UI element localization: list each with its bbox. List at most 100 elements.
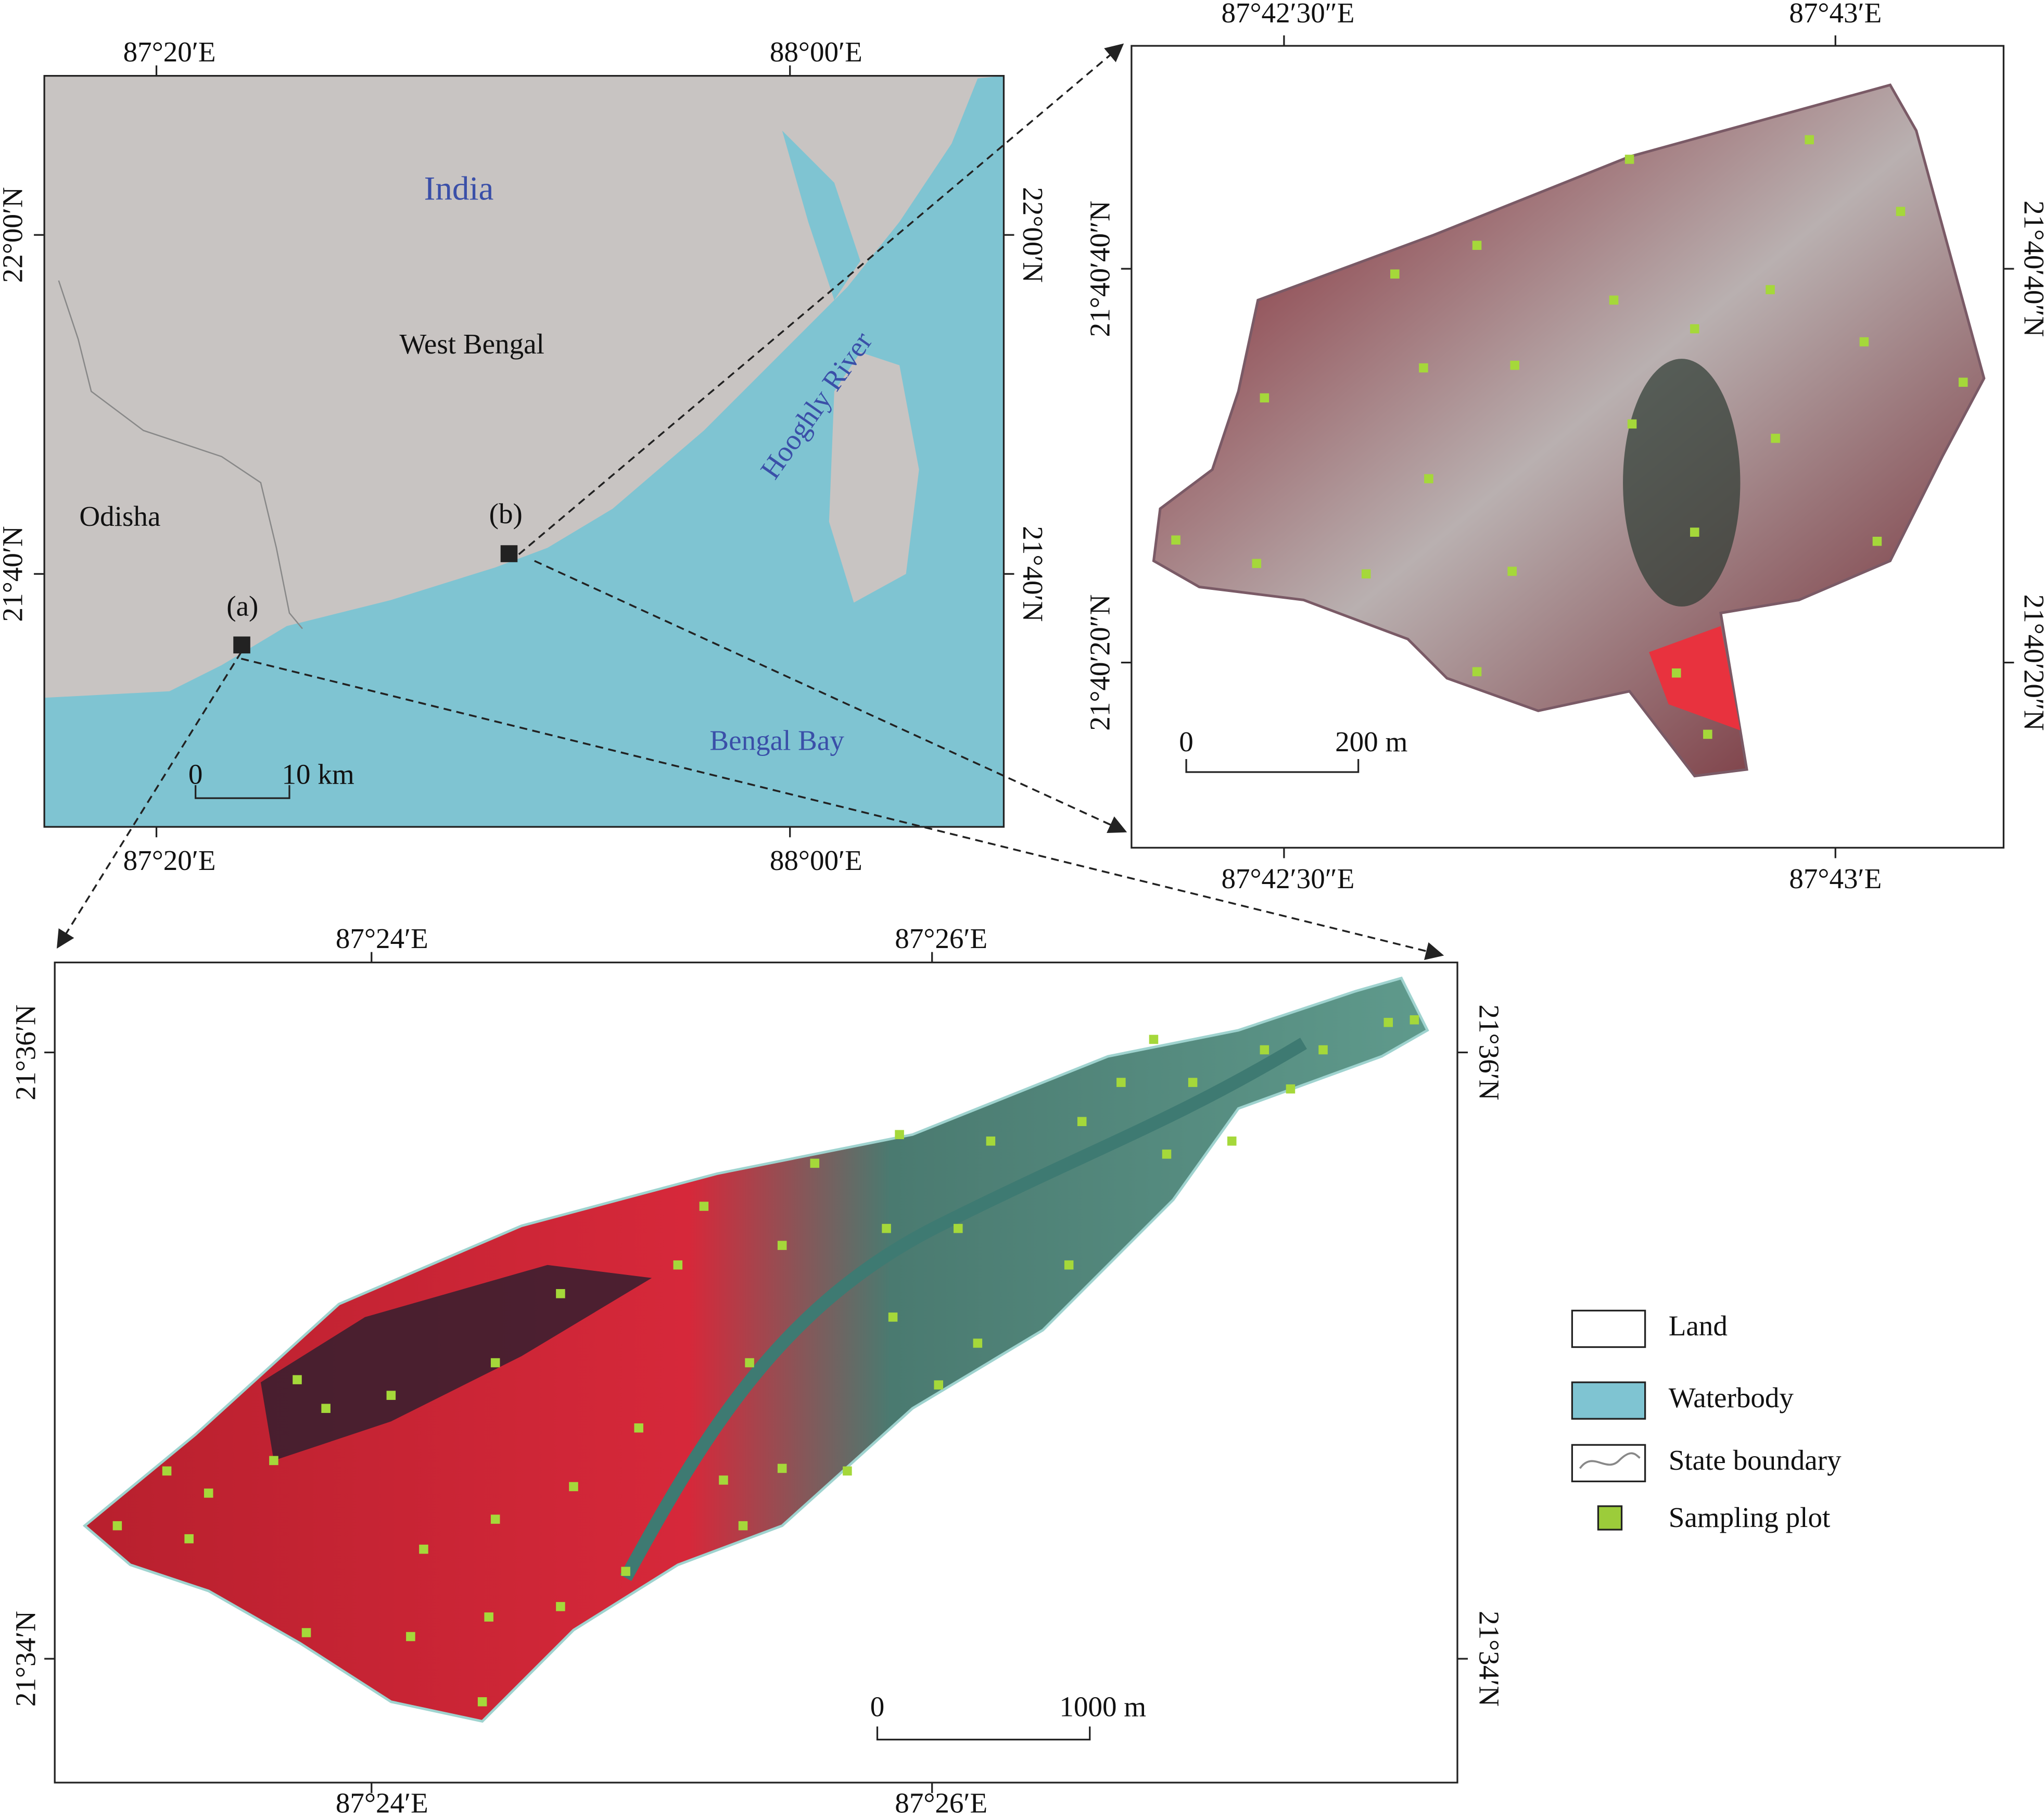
sampling-plots bbox=[112, 135, 1968, 1707]
scale-label: 200 m bbox=[1335, 726, 1407, 758]
lon-label: 87°20′E bbox=[123, 844, 216, 876]
place-label: Odisha bbox=[79, 500, 160, 532]
scale-bar bbox=[876, 1726, 1091, 1740]
lat-label: 21°34′N bbox=[10, 1611, 42, 1707]
sampling-plot bbox=[1859, 337, 1869, 347]
sampling-plot bbox=[490, 1514, 500, 1524]
sampling-plot bbox=[1077, 1117, 1087, 1126]
arrow bbox=[56, 651, 242, 949]
arrow bbox=[534, 560, 1127, 833]
lon-label: 87°26′E bbox=[895, 1787, 987, 1818]
sampling-plot bbox=[1690, 527, 1699, 537]
place-label: Bengal Bay bbox=[709, 725, 844, 756]
scale-label: 10 km bbox=[282, 759, 354, 790]
sampling-plot bbox=[1703, 729, 1712, 739]
ponds bbox=[260, 1265, 652, 1461]
sampling-plot bbox=[1472, 667, 1482, 676]
sampling-plot bbox=[1252, 559, 1262, 569]
sampling-plot bbox=[719, 1475, 728, 1485]
site-marker bbox=[233, 636, 250, 654]
state-boundary bbox=[58, 280, 303, 629]
sampling-plot bbox=[973, 1339, 983, 1348]
sampling-plot bbox=[1609, 295, 1619, 305]
lon-label: 87°20′E bbox=[123, 36, 216, 68]
frame bbox=[43, 75, 1005, 828]
site-label: (a) bbox=[226, 590, 258, 622]
inset-b: 87°42′30″E 87°43′E 87°42′30″E 87°43′E 21… bbox=[1084, 0, 2044, 894]
sampling-plot bbox=[1872, 536, 1882, 546]
site-marker bbox=[500, 545, 518, 562]
lon-label: 87°24′E bbox=[336, 1787, 428, 1818]
place-label: West Bengal bbox=[399, 328, 544, 360]
sampling-plot bbox=[934, 1380, 943, 1390]
sampling-plot bbox=[810, 1158, 820, 1168]
legend-swatch bbox=[1579, 1452, 1641, 1469]
sampling-plot bbox=[321, 1404, 331, 1413]
inset-a: 87°24′E 87°26′E 87°24′E 87°26′E 21°36′N … bbox=[10, 923, 1505, 1818]
sampling-plot bbox=[1383, 1018, 1393, 1027]
sampling-plot bbox=[777, 1463, 787, 1473]
sampling-plot bbox=[1318, 1045, 1328, 1055]
legend-label: Land bbox=[1669, 1310, 1728, 1342]
sampling-plot bbox=[843, 1466, 852, 1476]
lon-label: 88°00′E bbox=[770, 36, 862, 68]
sampling-plot bbox=[569, 1482, 578, 1492]
lat-label: 21°36′N bbox=[1473, 1004, 1505, 1100]
lon-label: 87°42′30″E bbox=[1221, 863, 1354, 894]
sampling-plot bbox=[301, 1628, 311, 1637]
arrow bbox=[518, 43, 1124, 556]
lon-label: 87°43′E bbox=[1789, 863, 1882, 894]
dark-area bbox=[1623, 359, 1741, 607]
lon-label: 87°24′E bbox=[336, 923, 428, 954]
sampling-plot bbox=[1510, 360, 1519, 370]
sampling-plot bbox=[112, 1521, 122, 1531]
sampling-plot bbox=[1390, 269, 1400, 279]
frame bbox=[54, 962, 1458, 1784]
sampling-plot bbox=[738, 1521, 748, 1531]
legend-swatch bbox=[1571, 1381, 1646, 1420]
sampling-plot bbox=[1690, 324, 1699, 334]
sampling-plot bbox=[1671, 668, 1681, 678]
sampling-plot bbox=[673, 1260, 683, 1270]
sampling-plot bbox=[1771, 434, 1780, 443]
sampling-plot bbox=[954, 1223, 963, 1233]
place-label: India bbox=[424, 170, 494, 207]
sampling-plot bbox=[293, 1375, 302, 1384]
sampling-plot bbox=[1766, 285, 1775, 295]
scale-label: 0 bbox=[188, 759, 203, 790]
sampling-plot bbox=[490, 1358, 500, 1368]
sampling-plot bbox=[1064, 1260, 1074, 1270]
sampling-plot bbox=[895, 1130, 904, 1140]
legend-swatch bbox=[1571, 1309, 1646, 1348]
legend-label: Sampling plot bbox=[1669, 1501, 1831, 1533]
sampling-plot bbox=[1627, 419, 1637, 429]
sampling-plot bbox=[777, 1241, 787, 1250]
lon-label: 87°26′E bbox=[895, 923, 987, 954]
sampling-plot bbox=[1162, 1150, 1172, 1159]
sampling-plot bbox=[1116, 1078, 1126, 1087]
sampling-plot bbox=[204, 1488, 213, 1498]
sampling-plot bbox=[269, 1456, 278, 1466]
sampling-plot bbox=[1805, 135, 1814, 145]
lat-label: 21°40′20″N bbox=[2018, 595, 2044, 731]
water bbox=[44, 75, 1004, 827]
lat-label: 21°40′40″N bbox=[1084, 200, 1115, 337]
sampling-plot bbox=[745, 1358, 754, 1368]
lat-label: 21°40′20″N bbox=[1084, 595, 1115, 731]
sampling-plot bbox=[1260, 393, 1269, 403]
creek bbox=[620, 1038, 1307, 1581]
river-branch bbox=[782, 130, 860, 300]
sampling-plot bbox=[882, 1223, 891, 1233]
sampling-plot bbox=[1260, 1045, 1269, 1055]
sampling-plot bbox=[477, 1697, 487, 1707]
sampling-plot bbox=[1958, 377, 1968, 387]
sampling-plot bbox=[1286, 1084, 1296, 1094]
lat-label: 22°00′N bbox=[1017, 187, 1049, 283]
lat-label: 22°00′N bbox=[0, 187, 29, 283]
legend-swatch bbox=[1597, 1505, 1623, 1531]
sampling-plot bbox=[634, 1423, 643, 1433]
sampling-plot bbox=[406, 1632, 415, 1642]
sampling-plot bbox=[419, 1544, 428, 1554]
